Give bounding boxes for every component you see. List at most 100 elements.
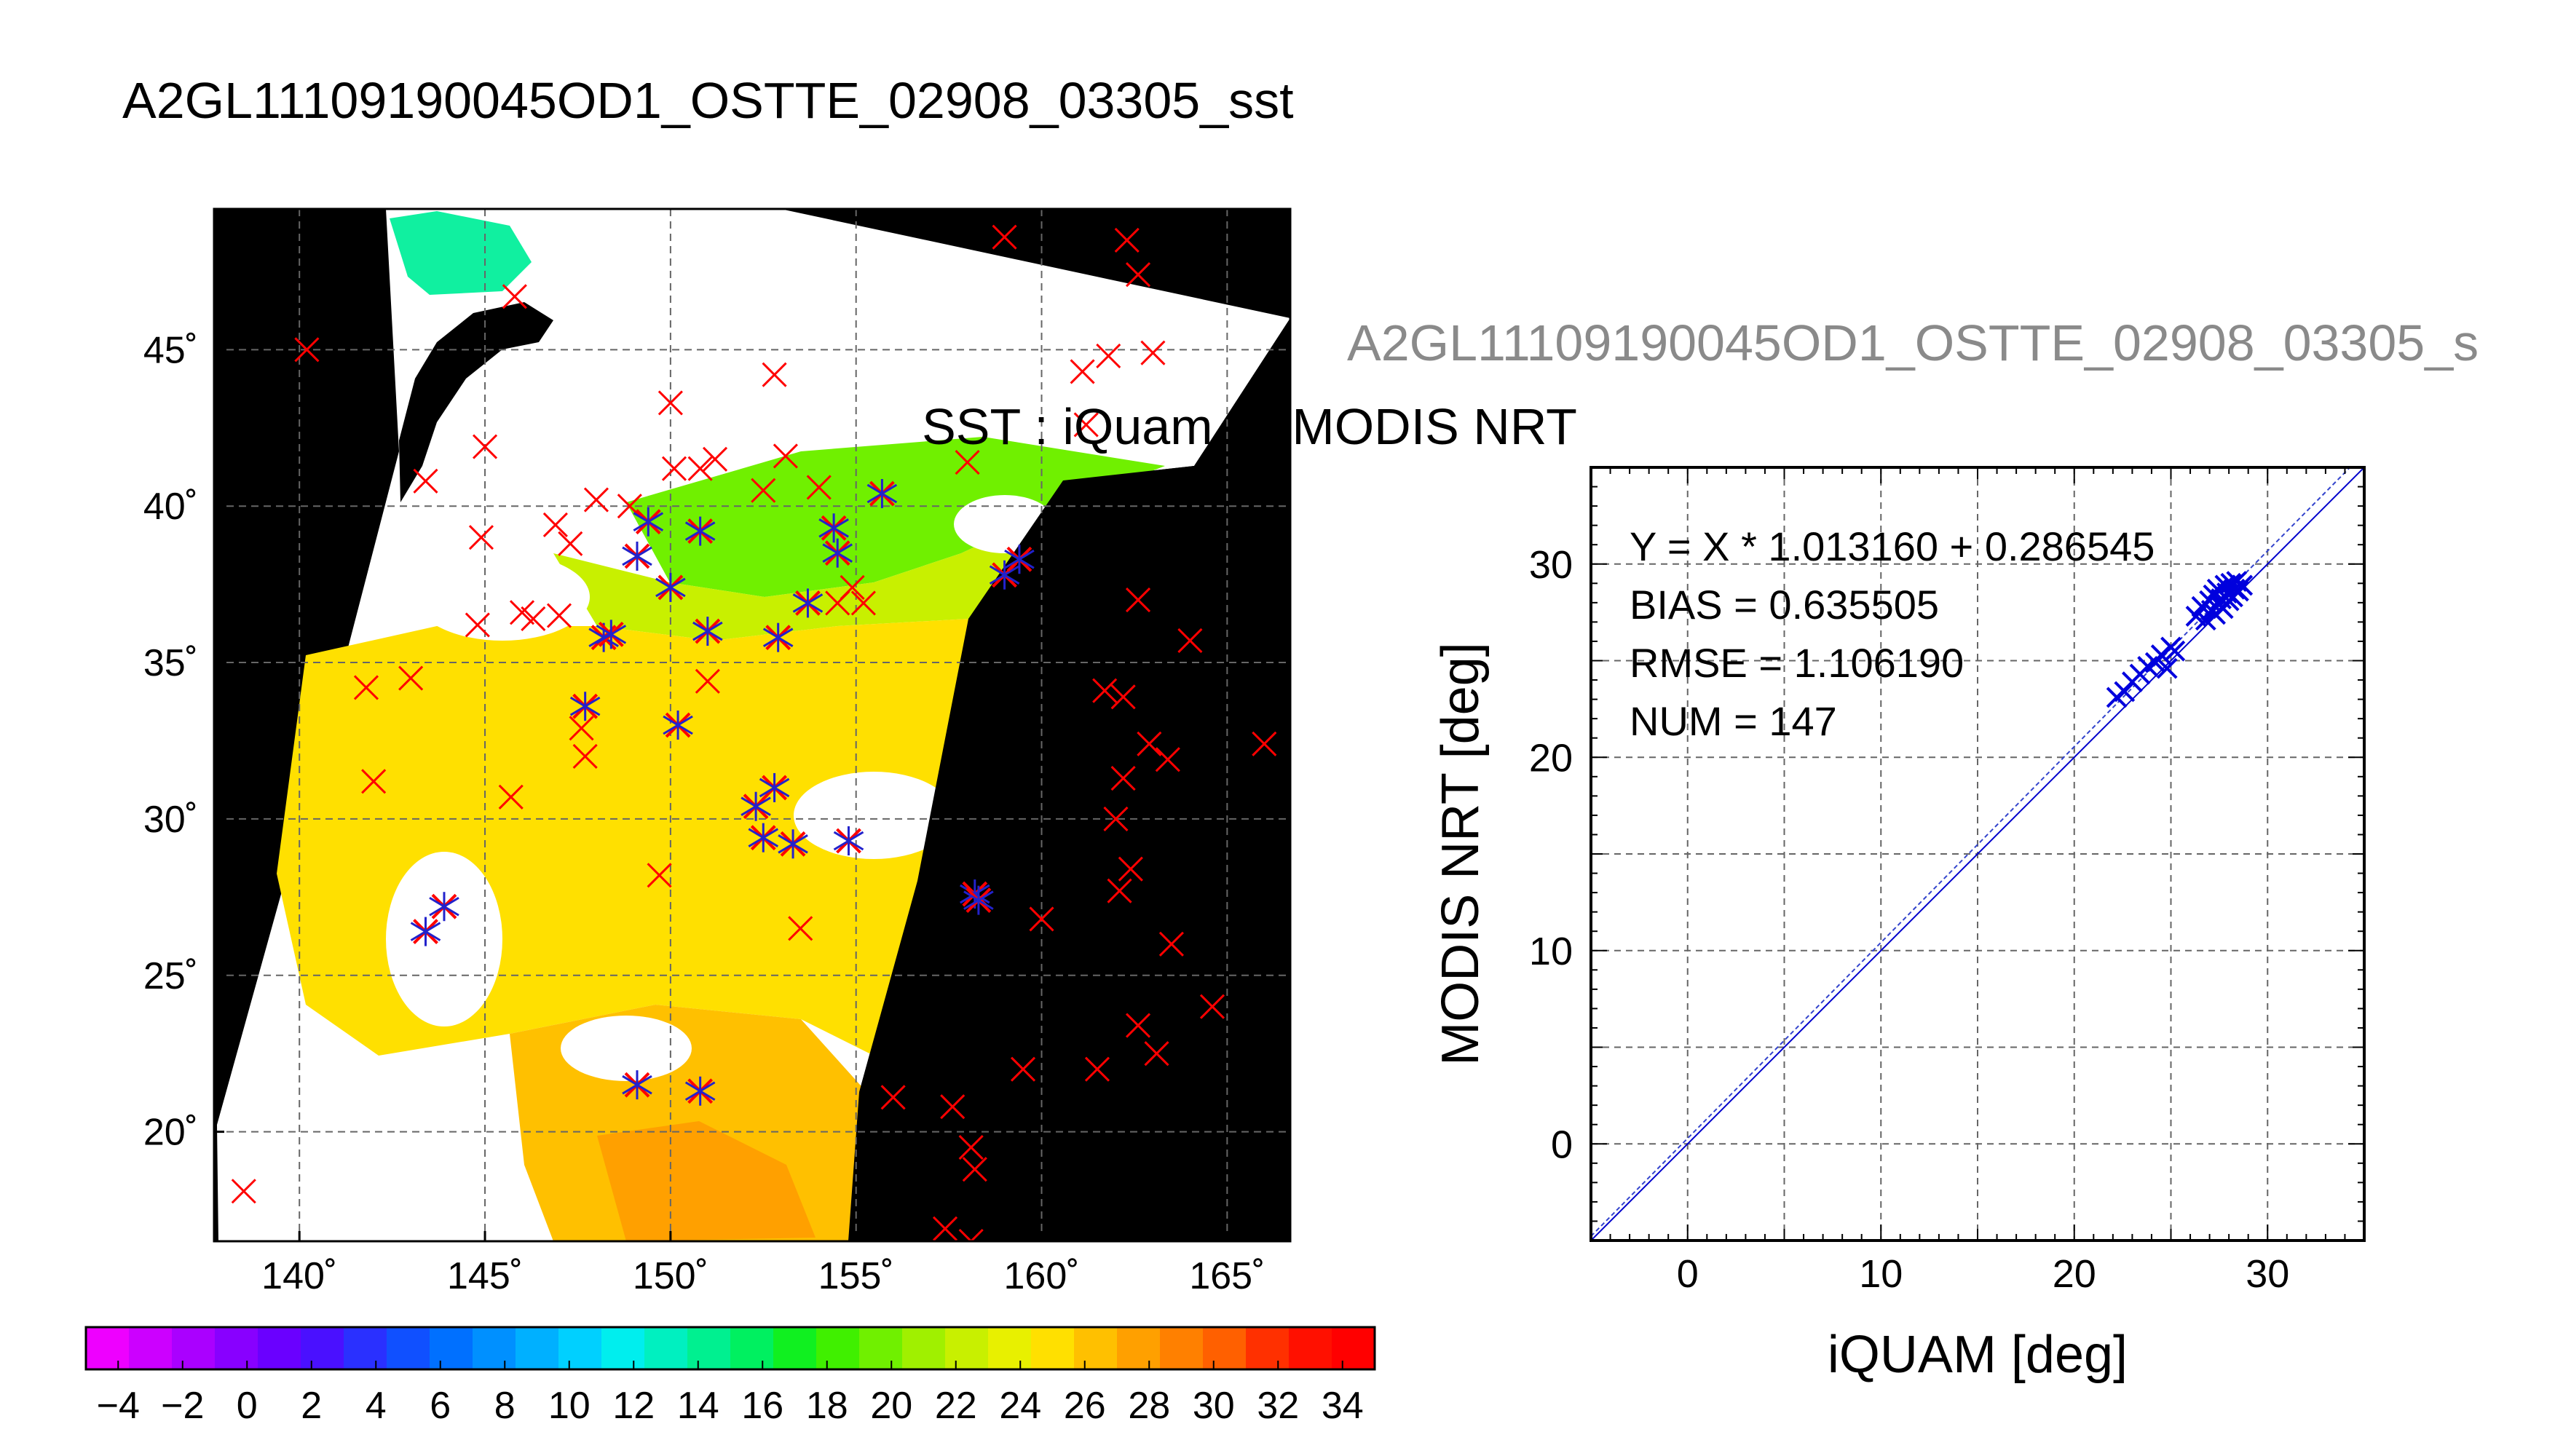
scatter-x-tick-label: 10 [1859, 1252, 1903, 1296]
insitu-marker [1199, 994, 1225, 1019]
scatter-point [2156, 657, 2178, 679]
colorbar-cell [1031, 1327, 1075, 1369]
colorbar-cell [1332, 1327, 1375, 1369]
colorbar-tick-label: −2 [161, 1385, 204, 1427]
insitu-marker [958, 1228, 984, 1241]
colorbar-frame [84, 1326, 1376, 1371]
insitu-marker [472, 434, 498, 459]
insitu-marker [361, 769, 387, 794]
map-lon-label: 140˚ [261, 1255, 337, 1297]
insitu-marker [465, 612, 490, 638]
colorbar-cell [129, 1327, 173, 1369]
stats-annotation: BIAS = 0.635505 [1630, 582, 1939, 628]
colorbar: −4 −2 0 2 4 6 8 10 12 14 16 18 20 22 24 26 28 30 32 34 [84, 1326, 1376, 1427]
insitu-marker [1110, 765, 1136, 791]
insitu-marker [1084, 1056, 1110, 1082]
insitu-marker [1010, 1056, 1036, 1082]
insitu-marker [1158, 931, 1184, 957]
insitu-marker [502, 284, 527, 309]
insitu-marker [1107, 878, 1132, 903]
scatter-point [2164, 640, 2186, 662]
insitu-marker [353, 675, 379, 700]
colorbar-tick-label: −4 [97, 1385, 140, 1427]
matchup-marker [741, 791, 771, 821]
insitu-marker [398, 665, 424, 691]
sst-zone-warm-patch [597, 1121, 816, 1241]
colorbar-cell [1074, 1327, 1118, 1369]
map-frame [213, 207, 1292, 1243]
colorbar-cell [902, 1327, 946, 1369]
cloud-streak [386, 852, 502, 1026]
insitu-marker [1118, 856, 1143, 882]
colorbar-tick-label: 24 [999, 1385, 1041, 1427]
insitu-marker [569, 716, 594, 741]
insitu-marker [1092, 678, 1118, 703]
colorbar-tick-label: 18 [806, 1385, 848, 1427]
scatter-title: SST : iQuam vs MODIS NRT [922, 398, 1577, 455]
insitu-marker [1125, 262, 1151, 288]
x-axis-label: iQUAM [deg] [1828, 1326, 2128, 1384]
colorbar-cell [773, 1327, 817, 1369]
insitu-marker [546, 603, 572, 628]
colorbar-tick-label: 10 [548, 1385, 591, 1427]
matchup-marker [410, 917, 441, 946]
colorbar-cell [1160, 1327, 1204, 1369]
colorbar-tick-label: 32 [1257, 1385, 1299, 1427]
matchup-marker [759, 772, 790, 802]
matchup-marker [684, 1076, 716, 1106]
matchup-marker [833, 826, 864, 855]
colorbar-cell [1246, 1327, 1290, 1369]
scatter-y-tick-label: 20 [1529, 736, 1573, 780]
insitu-marker [617, 494, 642, 519]
colorbar-tick-label: 16 [741, 1385, 783, 1427]
cloud-streak [561, 1016, 692, 1081]
sst-map: 140˚ 145˚ 150˚ 155˚ 160˚ 165˚ 45˚ 40˚ 35˚ 30˚ 25˚… [143, 207, 1292, 1297]
colorbar-cell [430, 1327, 473, 1369]
colorbar-cell [473, 1327, 516, 1369]
stats-annotation: RMSE = 1.106190 [1630, 640, 1964, 686]
map-lat-label: 40˚ [143, 486, 198, 528]
colorbar-cell [344, 1327, 387, 1369]
matchup-marker [989, 560, 1020, 590]
matchup-marker [429, 892, 459, 922]
stats-annotation: NUM = 147 [1630, 698, 1837, 744]
sst-zone-cold [390, 211, 532, 295]
sst-zone-transition [553, 502, 1070, 641]
colorbar-cell [172, 1327, 216, 1369]
colorbar-cell [816, 1327, 860, 1369]
matchup-marker [622, 1070, 652, 1100]
insitu-marker [542, 512, 568, 538]
scatter-x-tick-label: 20 [2053, 1252, 2096, 1296]
colorbar-tick-label: 12 [612, 1385, 655, 1427]
insitu-marker [788, 916, 813, 941]
colorbar-cell [730, 1327, 774, 1369]
colorbar-cell [1289, 1327, 1332, 1369]
land-east-edge [848, 318, 1290, 1241]
matchup-marker [866, 479, 898, 509]
colorbar-cell [86, 1327, 130, 1369]
colorbar-cell [301, 1327, 344, 1369]
insitu-marker [958, 1135, 984, 1160]
map-lon-label: 150˚ [633, 1255, 708, 1297]
insitu-marker [702, 446, 728, 472]
map-lon-label: 165˚ [1189, 1255, 1265, 1297]
scatter-y-tick-label: 30 [1529, 543, 1573, 587]
insitu-marker [1140, 340, 1166, 365]
matchup-marker [596, 620, 627, 649]
matchup-marker [822, 538, 853, 568]
matchup-marker [663, 711, 693, 740]
map-lon-label: 155˚ [818, 1255, 894, 1297]
insitu-marker [932, 1216, 958, 1241]
colorbar-cell [1117, 1327, 1161, 1369]
matchup-marker [569, 692, 601, 721]
insitu-marker [294, 337, 320, 363]
insitu-marker [940, 1094, 965, 1120]
land-japan [399, 302, 553, 502]
insitu-marker [762, 362, 787, 387]
colorbar-cell [644, 1327, 688, 1369]
scatter-y-tick-label: 0 [1551, 1123, 1573, 1166]
insitu-marker [806, 475, 832, 500]
scatter-x-tick-label: 0 [1677, 1252, 1699, 1296]
y-axis-label: MODIS NRT [deg] [1431, 642, 1490, 1066]
colorbar-tick-label: 20 [870, 1385, 912, 1427]
